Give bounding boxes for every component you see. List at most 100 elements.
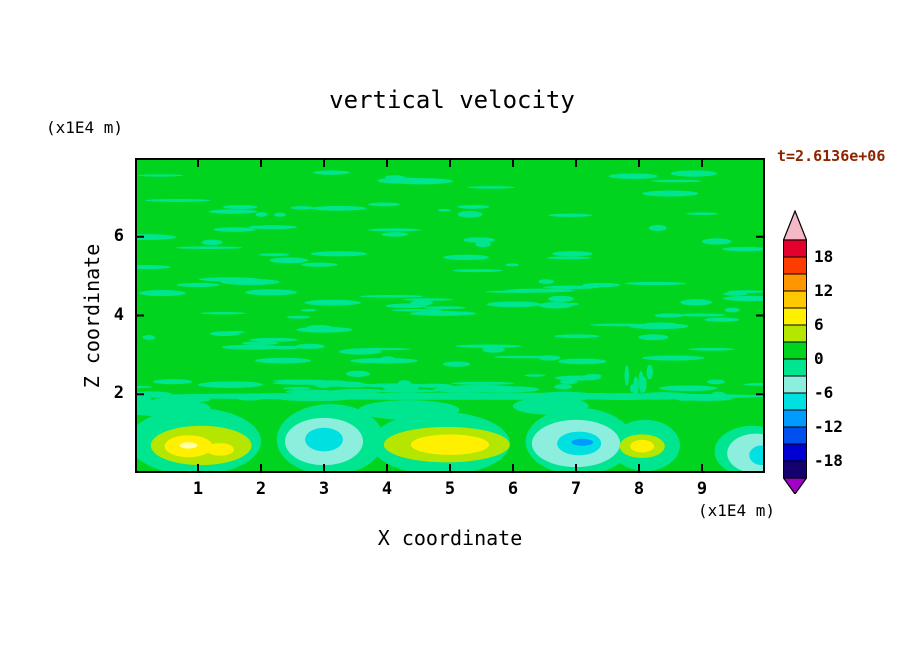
plot-border <box>135 158 765 473</box>
contour-streak <box>273 212 287 217</box>
colorbar-segment <box>783 239 807 258</box>
x-tick-label: 1 <box>192 479 204 499</box>
contour-streak <box>269 257 309 264</box>
contour-streak <box>335 388 385 393</box>
contour-streak <box>391 178 453 185</box>
contour-streak <box>467 186 516 189</box>
contour-streak <box>538 302 573 309</box>
colorbar <box>783 210 807 494</box>
contour-streak <box>624 281 687 286</box>
contour-streak <box>222 205 258 210</box>
contour-streak <box>241 341 280 345</box>
contour-streak <box>301 262 338 267</box>
contour-streak <box>304 299 361 306</box>
y-tick-label: 2 <box>113 383 124 404</box>
contour-streak <box>310 251 367 257</box>
contour-feature <box>410 434 490 455</box>
x-tick-label: 2 <box>255 479 267 499</box>
contour-streak <box>360 383 429 388</box>
contour-streak <box>381 232 409 237</box>
contour-streak <box>628 323 689 330</box>
contour-feature <box>179 442 198 449</box>
contour-streak <box>350 358 418 364</box>
contour-features <box>135 392 765 473</box>
contour-streak <box>654 313 685 318</box>
x-tick-label: 5 <box>444 479 456 499</box>
contour-streak <box>221 344 281 350</box>
contour-streak <box>367 228 422 232</box>
contour-streak <box>455 344 522 348</box>
contour-streak <box>423 306 466 310</box>
colorbar-segment <box>783 256 807 275</box>
contour-streak <box>554 375 601 381</box>
contour-streak <box>558 358 607 365</box>
x-tick-label: 6 <box>507 479 519 499</box>
x-tick-label: 9 <box>696 479 708 499</box>
contour-streak <box>650 179 702 183</box>
contour-streak <box>269 345 300 350</box>
contour-streak <box>145 198 211 202</box>
contour-streak <box>482 346 505 353</box>
colorbar-segment <box>783 443 807 462</box>
contour-streak <box>200 311 246 315</box>
contour-streak <box>286 315 311 319</box>
contour-streak <box>203 381 263 388</box>
contour-feature <box>206 443 234 456</box>
contour-streak <box>552 251 593 257</box>
contour-streak <box>295 343 325 349</box>
contour-streak <box>608 173 658 179</box>
contour-streak <box>437 208 451 212</box>
contour-streak <box>213 227 256 232</box>
contour-streak <box>726 290 765 293</box>
colorbar-tick-label: 18 <box>814 247 834 266</box>
contour-feature <box>135 392 765 400</box>
contour-streak <box>475 241 491 248</box>
contour-streak <box>724 307 740 313</box>
y-axis-unit-label: (x1E4 m) <box>46 118 124 137</box>
colorbar-segment <box>783 290 807 309</box>
contour-streak <box>493 355 554 359</box>
contour-streak <box>249 337 298 342</box>
contour-streak <box>142 335 156 340</box>
colorbar-segment <box>783 358 807 377</box>
contour-streak <box>409 311 477 316</box>
contour-streak <box>468 386 540 393</box>
colorbar-segment <box>783 426 807 445</box>
contour-streak <box>642 355 705 361</box>
contour-streak <box>457 210 483 218</box>
colorbar-segment <box>783 273 807 292</box>
contour-streak <box>548 213 593 217</box>
colorbar-segment <box>783 375 807 394</box>
x-tick-label: 7 <box>570 479 582 499</box>
y-tick-label: 4 <box>113 304 124 325</box>
contour-streak <box>391 309 443 312</box>
contour-streak <box>524 374 546 377</box>
contour-streak <box>135 385 153 389</box>
colorbar-tick-label: 6 <box>814 315 824 334</box>
contour-streak <box>208 209 258 214</box>
x-tick-label: 4 <box>381 479 393 499</box>
contour-streak <box>375 389 439 393</box>
colorbar-tick-label: -6 <box>814 383 834 402</box>
contour-streak <box>554 384 573 390</box>
contour-streak <box>722 295 765 302</box>
contour-streak <box>543 285 600 289</box>
contour-streak <box>402 298 453 301</box>
contour-streak <box>701 238 732 245</box>
contour-streak <box>633 376 639 398</box>
contour-streak <box>300 308 317 312</box>
contour-feature <box>513 397 589 415</box>
contour-streak <box>311 205 367 211</box>
contour-streak <box>145 290 185 295</box>
contour-streak <box>486 301 542 308</box>
colorbar-over-arrow <box>783 210 807 241</box>
x-axis-unit-label: (x1E4 m) <box>697 501 775 520</box>
contour-streak <box>638 334 669 341</box>
contour-streak <box>296 326 353 333</box>
contour-streak <box>175 246 243 249</box>
contour-field <box>135 158 765 473</box>
colorbar-segment <box>783 392 807 411</box>
contour-streak <box>451 381 515 385</box>
contour-streak <box>554 334 600 339</box>
